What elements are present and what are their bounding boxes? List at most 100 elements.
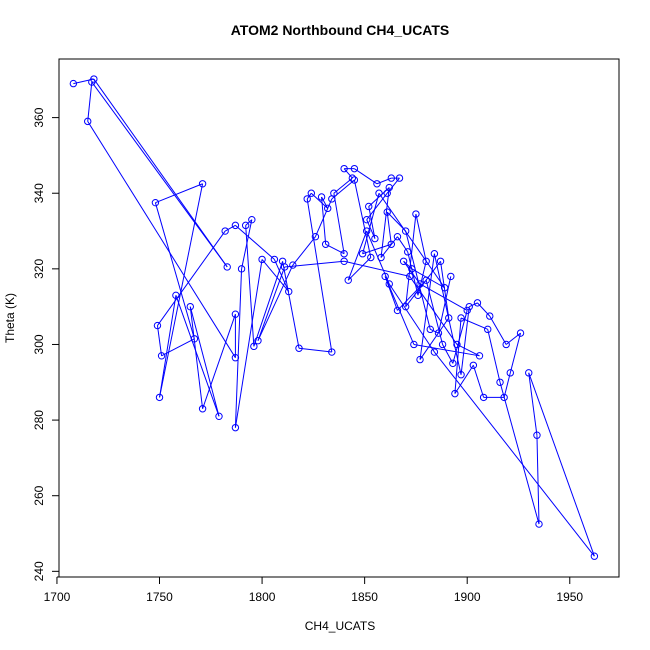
series-segment bbox=[245, 225, 255, 347]
series-segment bbox=[403, 260, 421, 285]
data-point bbox=[401, 227, 410, 235]
data-point bbox=[362, 227, 371, 235]
data-point bbox=[414, 291, 422, 300]
series-segment bbox=[91, 81, 228, 268]
data-point bbox=[422, 257, 430, 265]
data-point bbox=[410, 340, 418, 349]
x-axis: 1700 1750 1800 1850 1900 1950 bbox=[44, 576, 583, 604]
data-point bbox=[533, 431, 541, 439]
data-point bbox=[358, 250, 367, 258]
x-tick-label: 1700 bbox=[44, 590, 71, 604]
series-segment bbox=[405, 230, 431, 330]
x-tick-label: 1800 bbox=[249, 590, 276, 604]
y-tick-label: 340 bbox=[32, 183, 46, 203]
series-segment bbox=[452, 310, 468, 364]
data-point bbox=[84, 117, 92, 126]
data-point bbox=[295, 344, 303, 352]
data-point bbox=[469, 361, 478, 369]
series-segment bbox=[321, 196, 329, 209]
data-point bbox=[231, 354, 240, 362]
data-point bbox=[221, 227, 229, 235]
series-segment bbox=[528, 372, 538, 436]
series-segment bbox=[386, 212, 392, 245]
data-point bbox=[385, 280, 393, 288]
data-point bbox=[157, 352, 166, 360]
series-segment bbox=[284, 260, 345, 268]
data-point bbox=[426, 325, 434, 334]
data-point bbox=[328, 348, 336, 356]
data-point bbox=[69, 79, 78, 88]
series-segment bbox=[528, 372, 595, 557]
data-point bbox=[453, 340, 461, 349]
data-point bbox=[393, 306, 402, 315]
series-segment bbox=[456, 344, 480, 357]
data-point bbox=[198, 405, 207, 413]
series-segment bbox=[469, 302, 478, 308]
data-point bbox=[463, 306, 471, 315]
data-point bbox=[525, 369, 533, 377]
data-point bbox=[324, 204, 332, 213]
data-point bbox=[317, 193, 326, 201]
series-segment bbox=[384, 276, 398, 311]
series-segment bbox=[257, 266, 286, 341]
series-segment bbox=[292, 236, 316, 266]
data-point bbox=[438, 340, 447, 349]
series-segment bbox=[159, 295, 177, 398]
series-segment bbox=[189, 306, 220, 417]
data-point bbox=[406, 272, 414, 281]
data-point bbox=[190, 335, 199, 343]
series-points bbox=[69, 75, 599, 560]
data-point bbox=[280, 263, 289, 271]
data-point bbox=[516, 329, 525, 337]
series-segment bbox=[161, 338, 195, 357]
series-segment bbox=[362, 243, 392, 255]
series-segment bbox=[333, 193, 345, 254]
series-segment bbox=[433, 351, 595, 557]
data-point bbox=[186, 302, 194, 311]
data-point bbox=[231, 221, 240, 230]
data-point bbox=[373, 180, 381, 188]
y-tick-label: 280 bbox=[32, 410, 46, 430]
series-segment bbox=[415, 213, 427, 262]
data-point bbox=[445, 314, 453, 322]
y-tick-label: 320 bbox=[32, 259, 46, 279]
series-segment bbox=[403, 260, 413, 270]
data-point bbox=[440, 284, 449, 292]
series-segment bbox=[155, 183, 203, 204]
data-point bbox=[307, 189, 316, 197]
series-segment bbox=[347, 257, 372, 281]
series-segment bbox=[409, 276, 458, 345]
x-tick-label: 1900 bbox=[454, 590, 481, 604]
data-point bbox=[401, 302, 410, 311]
data-point bbox=[367, 253, 375, 262]
series-segment bbox=[257, 264, 294, 341]
data-point bbox=[416, 355, 424, 364]
series-segment bbox=[437, 276, 452, 334]
series-segment bbox=[499, 382, 540, 525]
series-segment bbox=[224, 224, 236, 232]
series-segment bbox=[87, 82, 93, 122]
data-point bbox=[362, 215, 371, 224]
series-segment bbox=[362, 193, 380, 254]
series-segment bbox=[253, 261, 284, 347]
data-point bbox=[375, 189, 383, 197]
series-segment bbox=[347, 230, 368, 281]
data-point bbox=[198, 180, 207, 188]
data-point bbox=[311, 233, 320, 241]
series-segment bbox=[282, 261, 300, 349]
series-segment bbox=[344, 260, 410, 277]
series-segment bbox=[388, 283, 435, 353]
data-point bbox=[377, 253, 385, 262]
series-segment bbox=[376, 177, 392, 185]
data-point bbox=[241, 221, 250, 230]
data-point bbox=[303, 195, 311, 203]
series-segment bbox=[156, 325, 163, 356]
data-point bbox=[395, 174, 404, 182]
y-tick-label: 260 bbox=[32, 485, 46, 505]
series-segment bbox=[460, 317, 488, 330]
data-point bbox=[465, 302, 473, 311]
series-segment bbox=[175, 295, 220, 417]
data-point bbox=[365, 202, 373, 211]
y-tick-label: 240 bbox=[32, 561, 46, 581]
